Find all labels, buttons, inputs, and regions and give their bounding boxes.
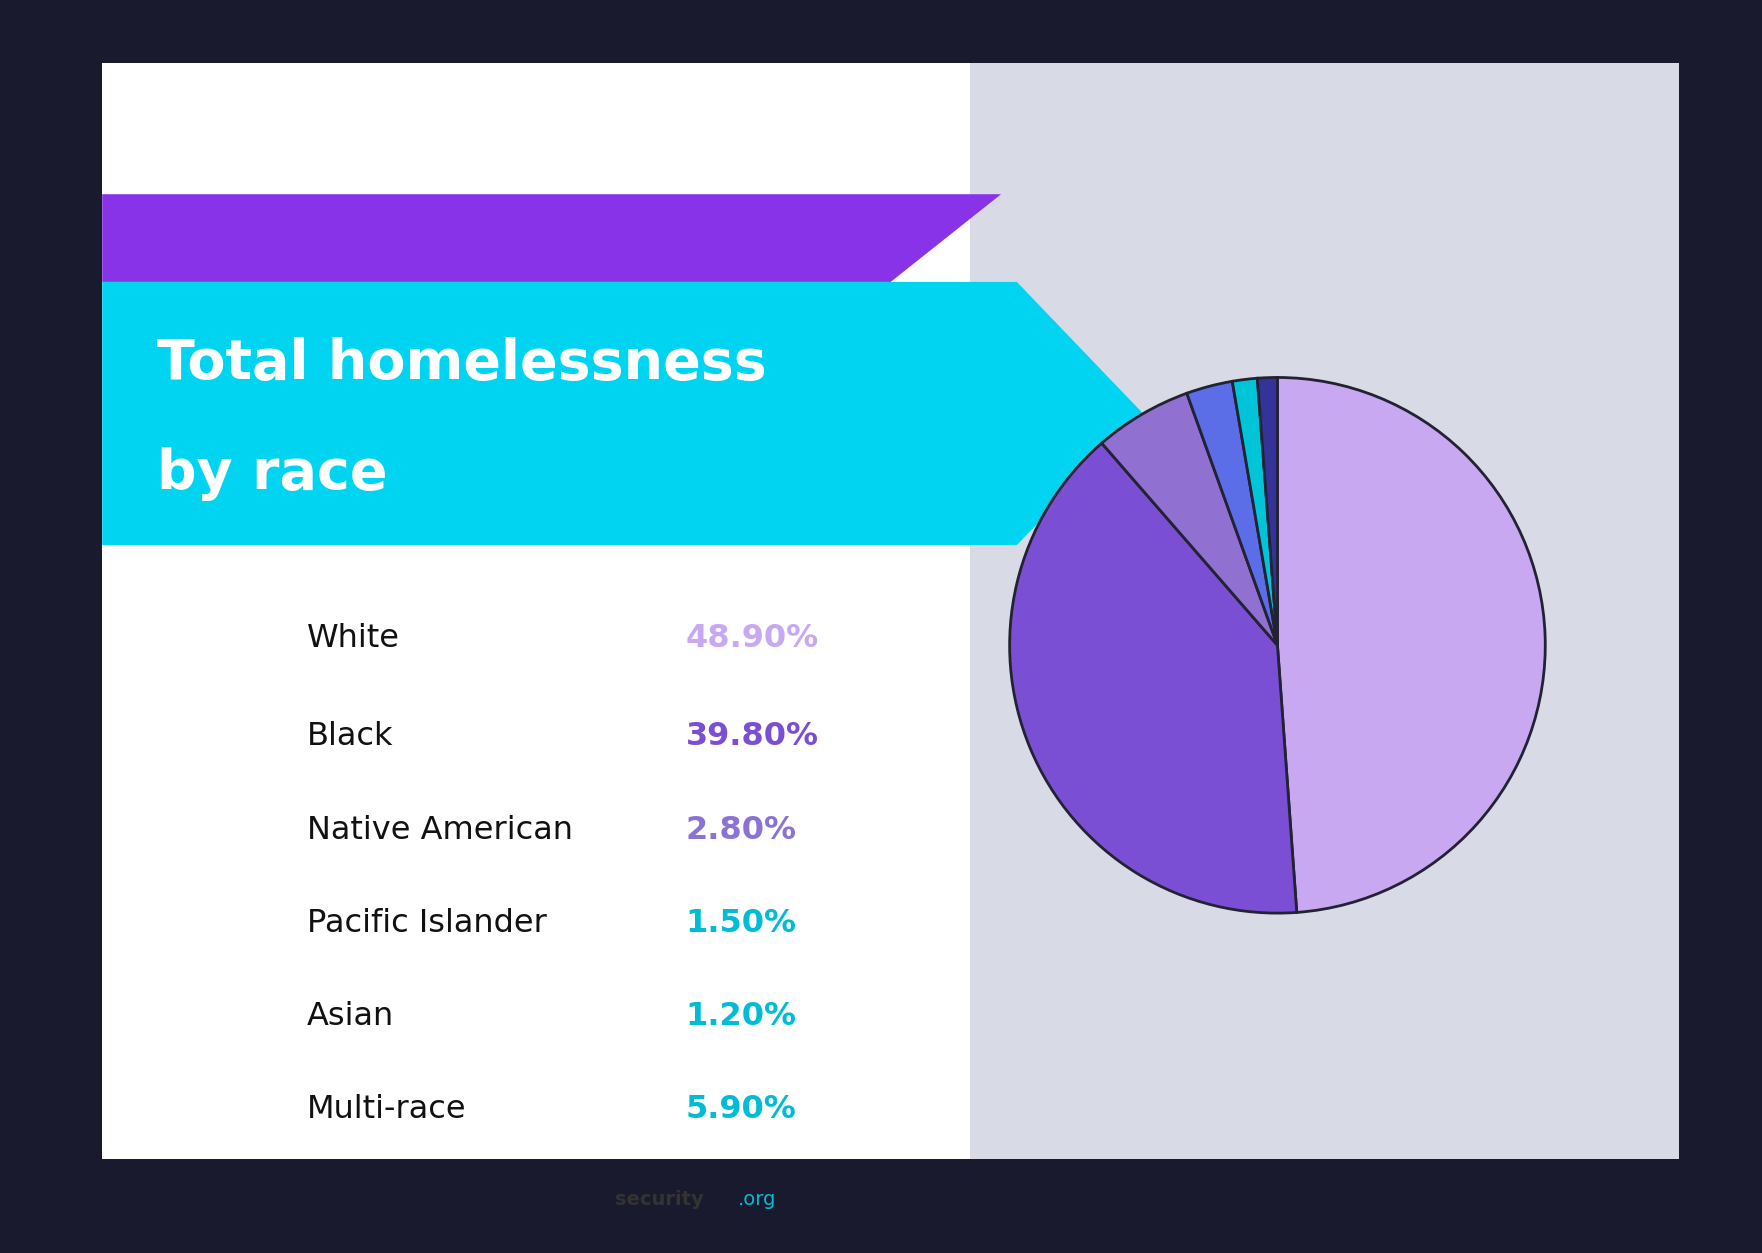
Text: 2.80%: 2.80%: [685, 814, 796, 846]
Bar: [583, 1190, 596, 1217]
Text: security: security: [615, 1190, 703, 1209]
Text: Black: Black: [307, 722, 393, 752]
Text: 48.90%: 48.90%: [685, 623, 819, 654]
Wedge shape: [1258, 377, 1277, 645]
Bar: [796, 63, 1679, 1159]
Wedge shape: [1277, 377, 1545, 912]
Text: Total homelessness: Total homelessness: [157, 337, 766, 391]
Wedge shape: [1232, 378, 1277, 645]
Wedge shape: [1188, 381, 1277, 645]
Text: 1.20%: 1.20%: [685, 1001, 796, 1032]
Bar: [102, 63, 969, 1159]
Text: Multi-race: Multi-race: [307, 1094, 467, 1125]
Polygon shape: [102, 282, 1144, 545]
Text: Pacific Islander: Pacific Islander: [307, 908, 546, 938]
Text: 5.90%: 5.90%: [685, 1094, 796, 1125]
Text: Asian: Asian: [307, 1001, 395, 1032]
Wedge shape: [1101, 393, 1277, 645]
Bar: [601, 1198, 613, 1217]
Text: .org: .org: [738, 1190, 775, 1209]
Polygon shape: [102, 194, 1001, 282]
Text: 1.50%: 1.50%: [685, 908, 796, 938]
Text: 39.80%: 39.80%: [685, 722, 819, 752]
Text: by race: by race: [157, 447, 388, 501]
Wedge shape: [1010, 444, 1297, 913]
Text: White: White: [307, 623, 400, 654]
Text: Native American: Native American: [307, 814, 573, 846]
